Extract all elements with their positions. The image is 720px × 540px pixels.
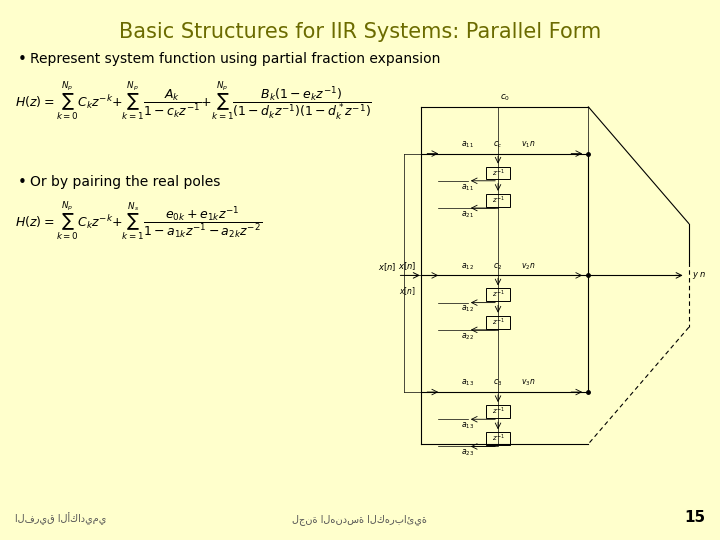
Text: $a_{12}$: $a_{12}$ — [462, 304, 474, 314]
Text: •: • — [18, 175, 27, 190]
Text: •: • — [18, 52, 27, 67]
Text: $c_c$: $c_c$ — [493, 139, 503, 150]
Text: $H(z) = \sum_{k=0}^{N_p} C_k z^{-k}$$+ \sum_{k=1}^{N_p} \dfrac{A_k}{1 - c_k z^{-: $H(z) = \sum_{k=0}^{N_p} C_k z^{-k}$$+ \… — [15, 80, 372, 123]
Text: 15: 15 — [684, 510, 705, 525]
FancyBboxPatch shape — [486, 288, 510, 301]
Text: $a_{11}$: $a_{11}$ — [462, 182, 474, 193]
Text: $c_0$: $c_0$ — [500, 92, 510, 103]
FancyBboxPatch shape — [486, 194, 510, 207]
Text: $a_{23}$: $a_{23}$ — [462, 448, 474, 458]
Text: $v_2 n$: $v_2 n$ — [521, 261, 536, 272]
Text: $a_{13}$: $a_{13}$ — [462, 377, 474, 388]
Text: $z^{-1}$: $z^{-1}$ — [492, 433, 505, 444]
Text: لجنة الهندسة الكهربائية: لجنة الهندسة الكهربائية — [292, 514, 428, 525]
Text: $v_3 n$: $v_3 n$ — [521, 377, 536, 388]
Text: الفريق الأكاديمي: الفريق الأكاديمي — [15, 512, 107, 525]
FancyBboxPatch shape — [486, 166, 510, 179]
Text: $a_{11}$: $a_{11}$ — [462, 139, 474, 150]
Text: Basic Structures for IIR Systems: Parallel Form: Basic Structures for IIR Systems: Parall… — [119, 22, 601, 42]
FancyBboxPatch shape — [486, 405, 510, 418]
FancyBboxPatch shape — [486, 315, 510, 328]
Text: $x[n]$: $x[n]$ — [399, 286, 416, 298]
Text: $z^{-1}$: $z^{-1}$ — [492, 406, 505, 417]
Text: $v_1 n$: $v_1 n$ — [521, 139, 536, 150]
FancyBboxPatch shape — [486, 432, 510, 445]
Text: $x[n]$: $x[n]$ — [397, 260, 416, 272]
Text: $z^{-1}$: $z^{-1}$ — [492, 289, 505, 300]
Text: $a_{12}$: $a_{12}$ — [462, 261, 474, 272]
Text: $a_{13}$: $a_{13}$ — [462, 421, 474, 431]
Text: $a_{21}$: $a_{21}$ — [462, 210, 474, 220]
Text: $H(z) = \sum_{k=0}^{N_p} C_k z^{-k}$$+ \sum_{k=1}^{N_s} \dfrac{e_{0k} + e_{1k} z: $H(z) = \sum_{k=0}^{N_p} C_k z^{-k}$$+ \… — [15, 200, 262, 244]
Text: Represent system function using partial fraction expansion: Represent system function using partial … — [30, 52, 441, 66]
Text: $z^{-1}$: $z^{-1}$ — [492, 194, 505, 206]
Text: Or by pairing the real poles: Or by pairing the real poles — [30, 175, 220, 189]
Text: $z^{-1}$: $z^{-1}$ — [492, 167, 505, 179]
Text: $z^{-1}$: $z^{-1}$ — [492, 316, 505, 328]
Text: $c_3$: $c_3$ — [493, 377, 503, 388]
Text: $a_{22}$: $a_{22}$ — [462, 331, 474, 342]
Text: $c_2$: $c_2$ — [493, 261, 503, 272]
Text: $y\ n$: $y\ n$ — [692, 270, 707, 281]
Text: $x[n]$: $x[n]$ — [377, 261, 396, 273]
